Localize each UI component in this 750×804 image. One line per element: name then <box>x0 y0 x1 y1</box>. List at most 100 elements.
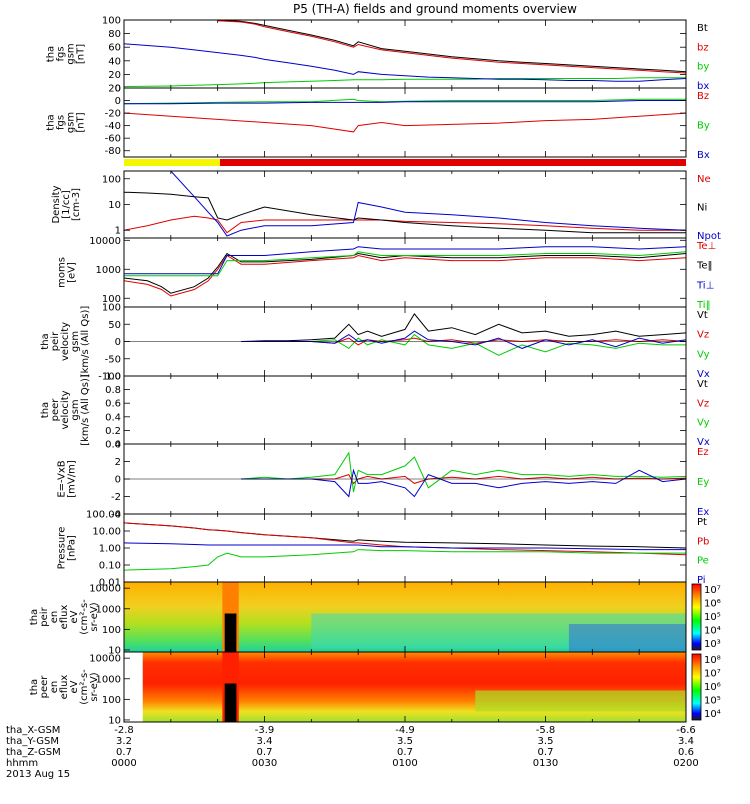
y-tick-label: -4 <box>111 510 121 521</box>
footer-value: 3.5 <box>538 736 554 747</box>
footer-value: -3.9 <box>255 725 275 736</box>
footer-row-label: tha_Z-GSM <box>6 747 61 758</box>
footer-value: 3.2 <box>116 736 132 747</box>
colorbar-tick-label: 10⁵ <box>704 612 721 623</box>
footer-value: 0000 <box>111 758 136 769</box>
panel-frame <box>123 170 687 239</box>
y-axis-label: tha <box>46 46 57 62</box>
spectrogram-band <box>475 690 686 712</box>
y-axis-label: eV <box>69 680 80 693</box>
y-axis-label: en <box>49 681 60 694</box>
y-tick-label: 0 <box>115 337 121 348</box>
legend-entry: Ti‖ <box>696 300 711 311</box>
footer-value: -2.8 <box>114 725 134 736</box>
y-axis-label: tha <box>29 679 40 695</box>
y-axis-label: [km/s (All Qs)] <box>80 306 91 378</box>
y-tick-label: 100 <box>102 625 121 636</box>
legend-entry: Vt <box>697 379 708 390</box>
footer-value: 0130 <box>533 758 558 769</box>
legend-entry: By <box>697 121 710 132</box>
legend-entry: Bt <box>697 23 708 34</box>
footer-value: 0200 <box>673 758 698 769</box>
y-axis-label: [nPa] <box>67 535 78 561</box>
y-tick-label: -100 <box>98 372 121 383</box>
series-line-Bz <box>124 112 686 133</box>
y-axis-label: gsm <box>66 43 77 64</box>
y-axis-label: tha <box>40 402 51 418</box>
y-axis-label: (cm²-s- <box>79 599 90 635</box>
status-bar <box>124 159 686 166</box>
footer-axis: tha_X-GSM -2.8 -3.9 -4.9 -5.8 -6.6 tha_Y-GSM 3.… <box>6 725 699 780</box>
panel-10: tha peer en eflux eV (cm²-s-sr-eV) 10⁴ 10⁵ 10⁶ 10… <box>29 651 721 726</box>
footer-value: 0.7 <box>538 747 554 758</box>
series-line-Bt <box>217 20 686 73</box>
y-axis-label: peir <box>39 606 50 626</box>
y-axis-label: peer <box>39 675 50 699</box>
legend-entry: Vz <box>697 330 709 341</box>
footer-value: -5.8 <box>536 725 556 736</box>
series-line-Pb <box>124 522 686 556</box>
legend-entry: Vt <box>697 310 708 321</box>
y-tick-label: 1.0 <box>105 372 121 383</box>
y-tick-label: 10 <box>108 200 121 211</box>
y-tick-label: 0.01 <box>99 578 121 589</box>
y-axis-label: gsm <box>70 331 81 352</box>
status-bar-segment <box>220 159 686 166</box>
legend-entry: Vy <box>697 349 710 360</box>
colorbar-tick-label: 10⁸ <box>704 655 721 666</box>
y-axis-label: eflux <box>59 605 70 630</box>
status-bar-segment <box>124 159 221 166</box>
y-axis-label: [nT] <box>76 112 87 132</box>
legend-entry: bz <box>697 42 709 53</box>
series-line-Pi <box>124 542 686 551</box>
y-axis-label: tha <box>40 333 51 349</box>
y-tick-label: -20 <box>105 109 121 120</box>
spectrogram-gap <box>124 652 143 722</box>
series-line-By <box>124 98 686 105</box>
y-axis-label: [1/cc] <box>61 190 72 219</box>
y-tick-label: 0.2 <box>105 426 121 437</box>
y-tick-label: 100 <box>102 16 121 27</box>
panel-frame <box>123 87 687 158</box>
series-line-Pt <box>124 522 686 549</box>
y-axis-label: tha <box>29 609 40 625</box>
y-tick-label: 0.6 <box>105 399 121 410</box>
y-axis-label: Pressure <box>57 527 68 570</box>
y-tick-label: 100 <box>102 294 121 305</box>
footer-value: 0100 <box>392 758 417 769</box>
legend-entry: Vx <box>697 369 710 380</box>
footer-value: 0.7 <box>397 747 413 758</box>
footer-value: 0.6 <box>678 747 694 758</box>
y-tick-label: 10000 <box>89 654 121 665</box>
y-axis-label: fgs <box>56 115 67 130</box>
legend-entry: Te‖ <box>696 261 713 272</box>
legend-entry: Vz <box>697 398 709 409</box>
panel-6: tha peer velocity gsm [km/s (All Qs)] 0.0 0.2 0… <box>40 372 710 451</box>
y-tick-label: 20 <box>108 84 121 95</box>
legend-entry: Pi <box>697 575 706 586</box>
y-tick-label: 1 <box>115 226 121 237</box>
series-line-Ex <box>241 468 686 498</box>
y-tick-label: 10 <box>108 645 121 656</box>
panel-frame <box>123 375 687 445</box>
legend-entry: Ni <box>697 203 707 214</box>
y-tick-label: 100 <box>102 695 121 706</box>
panel-4: moms [eV] 100 1000 10000 Te⊥ Te‖ Ti⊥ Ti‖ <box>57 236 717 311</box>
y-axis-label: eflux <box>59 675 70 700</box>
legend-entry: Pt <box>697 517 707 528</box>
series-line-bz <box>217 20 686 74</box>
spectrogram-gap <box>224 683 237 722</box>
y-axis-label: velocity <box>60 390 71 429</box>
colorbar <box>691 653 702 721</box>
y-tick-label: 10.00 <box>92 527 121 538</box>
legend-entry: by <box>697 62 709 73</box>
colorbar-tick-label: 10⁴ <box>704 709 721 720</box>
y-axis-label: gsm <box>70 399 81 420</box>
y-axis-label: peir <box>50 331 61 351</box>
series-line-Vx <box>241 330 686 349</box>
footer-row-label: tha_X-GSM <box>6 725 60 736</box>
y-axis-label: gsm <box>66 112 77 133</box>
y-tick-label: 1000 <box>96 265 121 276</box>
legend-entry: Ey <box>697 477 709 488</box>
